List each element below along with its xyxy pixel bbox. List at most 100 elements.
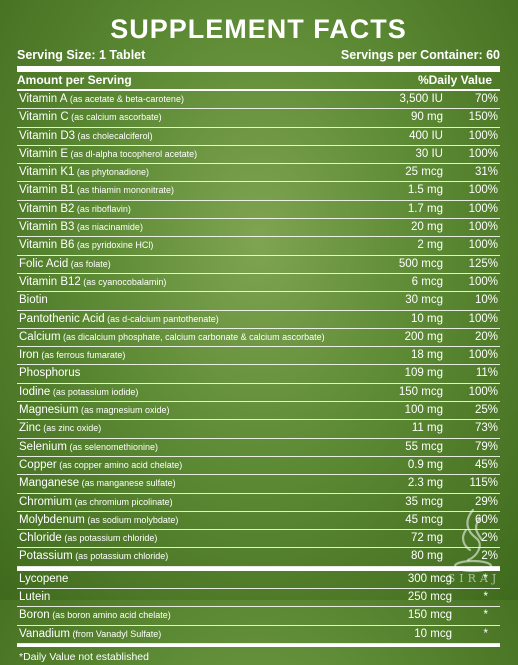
nutrient-source: (from Vanadyl Sulfate) bbox=[69, 628, 162, 639]
nutrient-daily-value: * bbox=[483, 627, 488, 640]
nutrient-amount: 300 mcg bbox=[407, 572, 452, 585]
nutrient-label: Boron bbox=[19, 609, 50, 622]
nutrient-source: (as phytonadione) bbox=[74, 167, 149, 178]
nutrient-label: Vanadium bbox=[19, 627, 70, 640]
nutrient-daily-value: 100% bbox=[468, 221, 498, 234]
nutrient-label: Vitamin K1 bbox=[19, 166, 75, 179]
nutrient-daily-value: 100% bbox=[468, 184, 498, 197]
table-row: Vitamin B12 (as cyanocobalamin) 6 mcg 100% bbox=[17, 274, 500, 293]
table-row: Potassium (as potassium chloride) 80 mg 2% bbox=[17, 548, 500, 567]
nutrient-source: (as cholecalciferol) bbox=[75, 130, 153, 141]
nutrient-amount: 18 mg bbox=[411, 349, 443, 362]
nutrient-source: (as niacinamide) bbox=[74, 222, 143, 233]
table-row: Iron (as ferrous fumarate) 18 mg 100% bbox=[17, 347, 500, 366]
nutrient-source: (as potassium chloride) bbox=[72, 551, 169, 562]
nutrient-name: Vitamin B2 (as riboflavin) bbox=[19, 201, 131, 218]
nutrient-name: Boron (as boron amino acid chelate) bbox=[19, 607, 171, 624]
nutrient-source: (as potassium iodide) bbox=[50, 386, 139, 397]
nutrient-name: Vitamin B3 (as niacinamide) bbox=[19, 219, 143, 236]
table-row: Vitamin E (as dl-alpha tocopherol acetat… bbox=[17, 146, 500, 165]
nutrient-amount: 200 mg bbox=[404, 330, 443, 343]
nutrient-label: Vitamin C bbox=[19, 111, 69, 124]
nutrient-daily-value: 100% bbox=[468, 312, 498, 325]
nutrient-table: Vitamin A (as acetate & beta-carotene) 3,… bbox=[17, 91, 500, 567]
nutrient-name: Copper (as copper amino acid chelate) bbox=[19, 457, 182, 474]
nutrient-source: (as zinc oxide) bbox=[40, 423, 102, 434]
nutrient-daily-value: 45% bbox=[474, 458, 498, 471]
table-row: Copper (as copper amino acid chelate) 0.9… bbox=[17, 457, 500, 476]
nutrient-source: (as sodium molybdate) bbox=[84, 514, 179, 525]
nutrient-name: Vitamin K1 (as phytonadione) bbox=[19, 164, 149, 181]
nutrient-name: Vitamin D3 (as cholecalciferol) bbox=[19, 128, 153, 145]
nutrient-amount: 150 mcg bbox=[398, 385, 443, 398]
nutrient-label: Calcium bbox=[19, 330, 61, 343]
nutrient-name: Iron (as ferrous fumarate) bbox=[19, 347, 125, 364]
nutrient-amount: 10 mcg bbox=[414, 627, 452, 640]
nutrient-name: Selenium (as selenomethionine) bbox=[19, 439, 158, 456]
nutrient-name: Vitamin C (as calcium ascorbate) bbox=[19, 109, 162, 126]
nutrient-daily-value: 31% bbox=[474, 166, 498, 179]
nutrient-label: Magnesium bbox=[19, 404, 79, 417]
nutrient-amount: 100 mg bbox=[404, 404, 443, 417]
table-header: Amount per Serving %Daily Value bbox=[17, 72, 500, 91]
nutrient-label: Phosphorus bbox=[19, 367, 81, 380]
nutrient-name: Vitamin E (as dl-alpha tocopherol acetat… bbox=[19, 146, 197, 163]
nutrient-name: Chromium (as chromium picolinate) bbox=[19, 494, 173, 511]
nutrient-amount: 25 mcg bbox=[405, 166, 443, 179]
table-row: Calcium (as dicalcium phosphate, calcium… bbox=[17, 329, 500, 348]
nutrient-label: Molybdenum bbox=[19, 513, 85, 526]
servings-per-container: Servings per Container: 60 bbox=[340, 48, 500, 62]
nutrient-name: Iodine (as potassium iodide) bbox=[19, 384, 138, 401]
table-row: Lycopene 300 mcg * bbox=[17, 571, 500, 590]
nutrient-label: Biotin bbox=[19, 294, 48, 307]
nutrient-name: Potassium (as potassium chloride) bbox=[19, 548, 168, 565]
nutrient-label: Chromium bbox=[19, 495, 73, 508]
nutrient-daily-value: 150% bbox=[468, 111, 498, 124]
nutrient-label: Vitamin A bbox=[19, 93, 68, 105]
nutrient-amount: 11 mg bbox=[411, 422, 443, 435]
nutrient-label: Vitamin B6 bbox=[19, 239, 75, 252]
nutrient-daily-value: 125% bbox=[468, 257, 498, 270]
table-row: Biotin 30 mcg 10% bbox=[17, 292, 500, 311]
nutrient-source: (as dl-alpha tocopherol acetate) bbox=[68, 148, 198, 159]
nutrient-amount: 109 mg bbox=[404, 367, 443, 380]
nutrient-label: Iron bbox=[19, 349, 39, 362]
nutrient-label: Pantothenic Acid bbox=[19, 312, 105, 325]
nutrient-amount: 1.7 mg bbox=[407, 202, 443, 215]
nutrient-source: (as copper amino acid chelate) bbox=[56, 459, 183, 470]
nutrient-label: Zinc bbox=[19, 422, 41, 435]
nutrient-label: Folic Acid bbox=[19, 257, 69, 270]
table-row: Magnesium (as magnesium oxide) 100 mg 25% bbox=[17, 402, 500, 421]
nutrient-source: (as d-calcium pantothenate) bbox=[104, 313, 219, 324]
nutrient-daily-value: 29% bbox=[474, 495, 498, 508]
nutrient-name: Lycopene bbox=[19, 571, 68, 588]
nutrient-name: Magnesium (as magnesium oxide) bbox=[19, 402, 170, 419]
watermark-text: SIRAJ bbox=[447, 572, 501, 585]
nutrient-source: (as potassium chloride) bbox=[61, 533, 158, 544]
table-row: Vitamin B1 (as thiamin mononitrate) 1.5 m… bbox=[17, 182, 500, 201]
table-row: Selenium (as selenomethionine) 55 mcg 79% bbox=[17, 439, 500, 457]
table-row: Vanadium (from Vanadyl Sulfate) 10 mcg * bbox=[17, 626, 500, 644]
nutrient-daily-value: 73% bbox=[474, 422, 498, 435]
nutrient-amount: 3,500 IU bbox=[399, 93, 443, 105]
nutrient-source: (as acetate & beta-carotene) bbox=[67, 94, 184, 104]
nutrient-amount: 55 mcg bbox=[405, 440, 443, 453]
nutrient-label: Vitamin B2 bbox=[19, 202, 75, 215]
table-row: Vitamin B2 (as riboflavin) 1.7 mg 100% bbox=[17, 201, 500, 220]
table-row: Molybdenum (as sodium molybdate) 45 mcg 60… bbox=[17, 512, 500, 531]
nutrient-daily-value: 79% bbox=[474, 440, 498, 453]
nutrient-source: (as thiamin mononitrate) bbox=[74, 185, 174, 196]
nutrient-daily-value: 100% bbox=[468, 239, 498, 252]
nutrient-amount: 0.9 mg bbox=[407, 458, 443, 471]
table-row: Vitamin C (as calcium ascorbate) 90 mg 150… bbox=[17, 109, 500, 128]
nutrient-amount: 72 mg bbox=[411, 532, 443, 545]
nutrient-amount: 45 mcg bbox=[405, 513, 443, 526]
header-daily-value: %Daily Value bbox=[417, 73, 492, 87]
nutrient-name: Vitamin B6 (as pyridoxine HCl) bbox=[19, 237, 153, 254]
nutrient-daily-value: 11% bbox=[475, 367, 498, 380]
nutrient-name: Vanadium (from Vanadyl Sulfate) bbox=[19, 626, 161, 643]
nutrient-name: Vitamin B1 (as thiamin mononitrate) bbox=[19, 182, 174, 199]
nutrient-daily-value: 115% bbox=[469, 477, 498, 490]
nutrient-source: (as boron amino acid chelate) bbox=[49, 610, 171, 621]
nutrient-amount: 150 mcg bbox=[407, 609, 452, 622]
